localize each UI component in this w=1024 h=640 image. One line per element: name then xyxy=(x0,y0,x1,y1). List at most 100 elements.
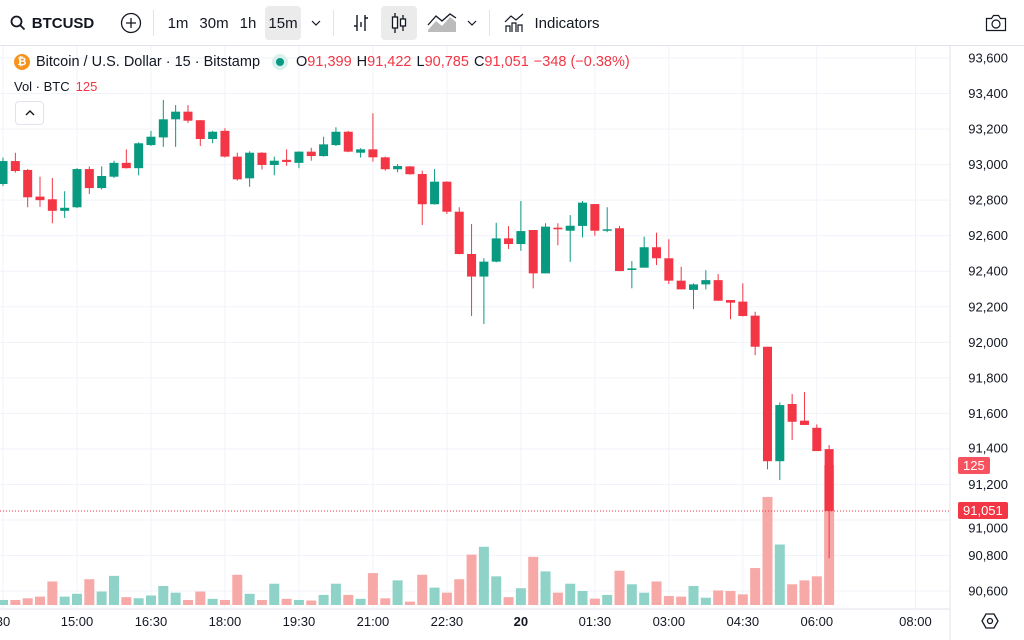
indicators-button[interactable]: Indicators xyxy=(500,6,604,40)
interval-1h[interactable]: 1h xyxy=(239,14,257,32)
price-tick-label: 93,000 xyxy=(968,157,1008,172)
candle-down xyxy=(713,280,723,301)
candle-down xyxy=(553,227,563,230)
candle-down xyxy=(738,301,748,317)
candle-up xyxy=(516,231,526,245)
volume-bar xyxy=(330,583,341,605)
candle-up xyxy=(146,136,156,146)
price-chart[interactable]: 93,600 93,400 93,200 93,000 92,800 92,600 92,4… xyxy=(0,46,1024,640)
symbol-search-button[interactable]: BTCUSD xyxy=(8,6,96,40)
volume-bar xyxy=(676,596,687,605)
interval-1m[interactable]: 1m xyxy=(167,14,189,32)
volume-bar xyxy=(355,598,366,605)
price-tick-label: 92,200 xyxy=(968,299,1008,314)
candle-up xyxy=(158,119,168,138)
candle-down xyxy=(47,199,57,211)
volume-bar xyxy=(663,596,674,605)
volume-bar xyxy=(503,597,514,605)
volume-bar xyxy=(10,599,21,605)
volume-bar xyxy=(762,496,773,605)
top-toolbar: BTCUSD 1m 30m 1h 15m Indicators xyxy=(0,0,1024,46)
candle-down xyxy=(652,247,662,259)
candle-up xyxy=(319,144,329,157)
indicators-label: Indicators xyxy=(534,14,600,32)
candle-down xyxy=(504,238,514,245)
low-label: L xyxy=(416,54,425,70)
time-tick-label: 01:30 xyxy=(579,614,612,629)
candle-down xyxy=(257,152,267,165)
chart-style-dropdown[interactable] xyxy=(462,6,482,40)
candle-down xyxy=(787,403,797,422)
area-style-button[interactable] xyxy=(423,6,461,40)
volume-bar xyxy=(84,579,95,605)
volume-bar xyxy=(145,595,156,605)
candle-up xyxy=(578,202,588,226)
candle-up xyxy=(393,166,403,170)
candle-up xyxy=(331,131,341,146)
volume-bar xyxy=(737,594,748,605)
close-value: 91,051 xyxy=(484,54,529,70)
price-tick-label: 91,400 xyxy=(968,441,1008,456)
indicators-icon xyxy=(505,13,524,32)
candle-up xyxy=(60,207,70,211)
volume-label: Vol · BTC xyxy=(14,79,70,94)
volume-bar xyxy=(626,584,637,605)
volume-bar xyxy=(602,594,613,605)
change-value: −348 (−0.38%) xyxy=(533,54,630,70)
compare-symbol-button[interactable] xyxy=(116,6,146,40)
symbol-title: Bitcoin / U.S. Dollar · 15 · Bitstamp xyxy=(36,54,261,70)
bar-replay-button[interactable] xyxy=(345,6,377,40)
volume-bar xyxy=(454,579,465,605)
candles-style-button[interactable] xyxy=(381,6,417,40)
candle-down xyxy=(417,174,427,205)
collapse-legend-button[interactable] xyxy=(15,101,44,125)
volume-bar xyxy=(700,597,711,605)
chart-settings-button[interactable] xyxy=(978,610,1002,632)
interval-30m[interactable]: 30m xyxy=(199,14,229,32)
close-label: C xyxy=(473,54,485,70)
time-tick-label: 20 xyxy=(514,614,528,629)
candle-up xyxy=(0,161,8,184)
price-tick-label: 93,400 xyxy=(968,86,1008,101)
screenshot-button[interactable] xyxy=(980,6,1012,40)
volume-bar xyxy=(269,583,280,605)
time-tick-label: 19:30 xyxy=(283,614,316,629)
area-chart-icon xyxy=(427,13,457,32)
volume-bar xyxy=(207,598,218,605)
time-tick-label: 30 xyxy=(0,614,10,629)
volume-bar xyxy=(515,588,526,605)
candle-up xyxy=(171,111,181,120)
grid xyxy=(0,46,950,609)
candle-down xyxy=(121,162,131,169)
volume-bar xyxy=(367,573,378,605)
candle-down xyxy=(442,181,452,212)
interval-dropdown[interactable] xyxy=(306,6,326,40)
interval-15m[interactable]: 15m xyxy=(265,6,301,40)
volume-bar xyxy=(811,576,822,605)
price-tick-label: 91,000 xyxy=(968,520,1008,535)
price-tick-label: 92,400 xyxy=(968,264,1008,279)
volume-bar xyxy=(0,599,9,605)
volume-bar xyxy=(441,592,452,605)
volume-bar xyxy=(688,585,699,605)
candle-down xyxy=(725,300,735,303)
volume-bars xyxy=(0,465,835,605)
candle-up xyxy=(565,225,575,231)
candle-down xyxy=(405,166,415,175)
volume-bar xyxy=(799,580,810,605)
candle-up xyxy=(491,238,501,262)
candle-up xyxy=(356,149,366,153)
candle-down xyxy=(676,280,686,290)
price-tick-label: 91,600 xyxy=(968,406,1008,421)
time-axis[interactable]: 30 15:00 16:30 18:00 19:30 21:00 22:30 20 01:30 0… xyxy=(0,614,932,629)
volume-bar xyxy=(293,599,304,605)
volume-bar xyxy=(565,583,576,605)
symbol-label: BTCUSD xyxy=(31,14,95,32)
volume-bar xyxy=(121,597,132,605)
candle-up xyxy=(639,247,649,268)
open-label: O xyxy=(296,54,308,70)
price-axis[interactable]: 93,600 93,400 93,200 93,000 92,800 92,600 92,4… xyxy=(968,51,1008,599)
volume-bar xyxy=(182,599,193,605)
chevron-down-icon xyxy=(311,20,321,26)
volume-bar xyxy=(404,601,415,605)
